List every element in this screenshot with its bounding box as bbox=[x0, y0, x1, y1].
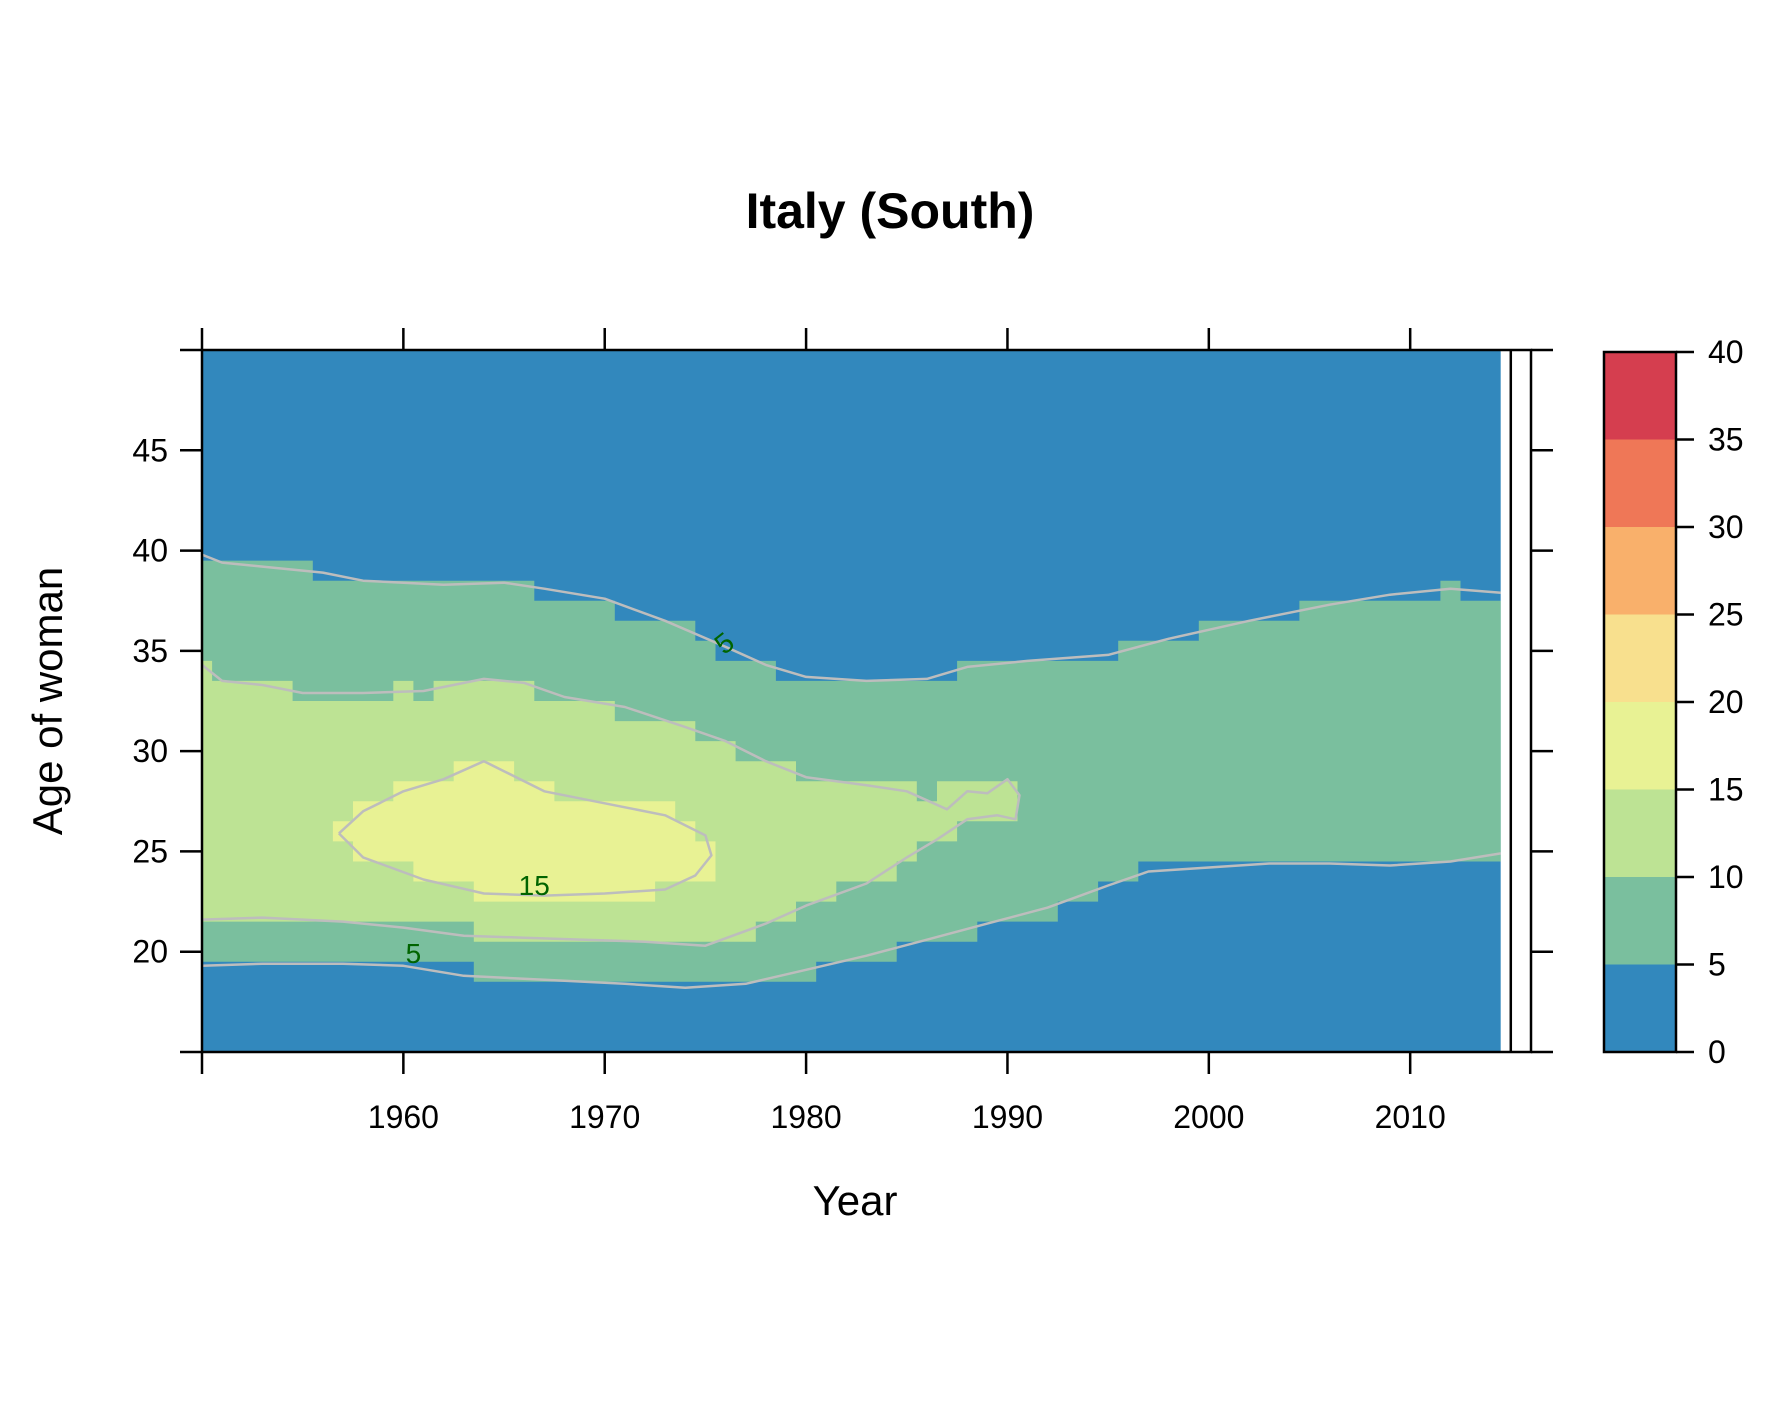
colorbar-tick-label-25: 25 bbox=[1708, 597, 1744, 633]
colorbar-swatch-20-25 bbox=[1604, 614, 1676, 702]
colorbar-tick-label-0: 0 bbox=[1708, 1034, 1726, 1070]
chart-title: Italy (South) bbox=[746, 183, 1035, 239]
colorbar-tick-label-5: 5 bbox=[1708, 947, 1726, 983]
contour-line-5-1 bbox=[202, 852, 1501, 990]
contour-label-2: 5 bbox=[406, 938, 422, 969]
x-axis-label: Year bbox=[813, 1177, 898, 1224]
y-tick-label-35: 35 bbox=[132, 633, 168, 669]
y-tick-label-25: 25 bbox=[132, 833, 168, 869]
x-tick-label-1990: 1990 bbox=[972, 1099, 1043, 1135]
y-tick-label-40: 40 bbox=[132, 533, 168, 569]
x-tick-label-1980: 1980 bbox=[770, 1099, 841, 1135]
colorbar-tick-label-15: 15 bbox=[1708, 772, 1744, 808]
y-tick-label-30: 30 bbox=[132, 733, 168, 769]
contour-line-10-2 bbox=[202, 663, 1021, 947]
colorbar-tick-label-30: 30 bbox=[1708, 509, 1744, 545]
colorbar-swatch-30-35 bbox=[1604, 439, 1676, 527]
colorbar-swatch-35-40 bbox=[1604, 352, 1676, 440]
colorbar-swatch-25-30 bbox=[1604, 527, 1676, 615]
x-tick-label-1960: 1960 bbox=[368, 1099, 439, 1135]
y-tick-label-45: 45 bbox=[132, 432, 168, 468]
colorbar-tick-label-10: 10 bbox=[1708, 859, 1744, 895]
x-tick-label-1970: 1970 bbox=[569, 1099, 640, 1135]
contour-line-15-3 bbox=[338, 759, 713, 897]
plot-frame bbox=[200, 348, 1533, 1054]
colorbar-swatch-0-5 bbox=[1604, 964, 1676, 1052]
no-data-strip bbox=[1500, 350, 1531, 1052]
colorbar-tick-label-20: 20 bbox=[1708, 684, 1744, 720]
contour-line-5-0 bbox=[202, 553, 1501, 683]
colorbar-swatch-10-15 bbox=[1604, 789, 1676, 877]
axes: 1960 1970 1980 1990 2000 2010 20 25 30 35 40 45 bbox=[132, 328, 1553, 1135]
contour-label-1: 15 bbox=[519, 870, 550, 901]
colorbar-tick-label-35: 35 bbox=[1708, 422, 1744, 458]
y-tick-label-20: 20 bbox=[132, 934, 168, 970]
region-15-20 bbox=[332, 761, 716, 902]
colorbar-swatch-5-10 bbox=[1604, 877, 1676, 965]
x-tick-label-2000: 2000 bbox=[1173, 1099, 1244, 1135]
x-tick-label-2010: 2010 bbox=[1375, 1099, 1446, 1135]
colorbar: 0 5 10 15 20 25 30 35 40 bbox=[1602, 334, 1744, 1070]
colorbar-tick-label-40: 40 bbox=[1708, 334, 1744, 370]
y-axis-label: Age of woman bbox=[24, 567, 71, 836]
colorbar-swatch-15-20 bbox=[1604, 702, 1676, 790]
